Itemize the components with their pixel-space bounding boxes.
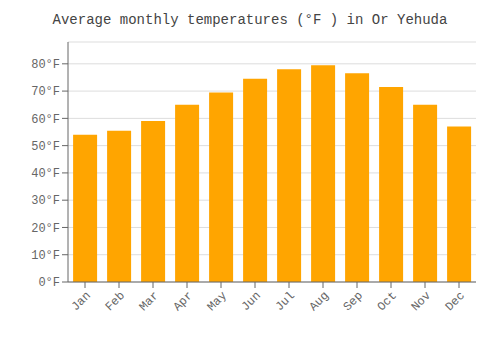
svg-text:Sep: Sep xyxy=(341,289,366,314)
svg-text:80°F: 80°F xyxy=(31,58,60,72)
svg-text:0°F: 0°F xyxy=(38,276,60,290)
svg-text:Aug: Aug xyxy=(307,289,332,314)
svg-text:50°F: 50°F xyxy=(31,140,60,154)
svg-text:Jul: Jul xyxy=(273,289,298,314)
svg-text:Nov: Nov xyxy=(409,289,434,314)
html-text:Average monthly temperatures (: Average monthly temperatures (°F ) in Or… xyxy=(52,12,448,28)
svg-text:Oct: Oct xyxy=(375,289,400,314)
svg-text:30°F: 30°F xyxy=(31,194,60,208)
svg-text:Apr: Apr xyxy=(171,289,196,314)
svg-text:20°F: 20°F xyxy=(31,222,60,236)
svg-text:40°F: 40°F xyxy=(31,167,60,181)
svg-text:Dec: Dec xyxy=(443,289,468,314)
svg-text:60°F: 60°F xyxy=(31,113,60,127)
svg-text:10°F: 10°F xyxy=(31,249,60,263)
svg-text:Jan: Jan xyxy=(69,289,94,314)
svg-text:Mar: Mar xyxy=(137,289,162,314)
svg-text:May: May xyxy=(205,289,230,314)
svg-text:Jun: Jun xyxy=(239,289,264,314)
svg-text:70°F: 70°F xyxy=(31,85,60,99)
svg-text:Feb: Feb xyxy=(103,289,128,314)
